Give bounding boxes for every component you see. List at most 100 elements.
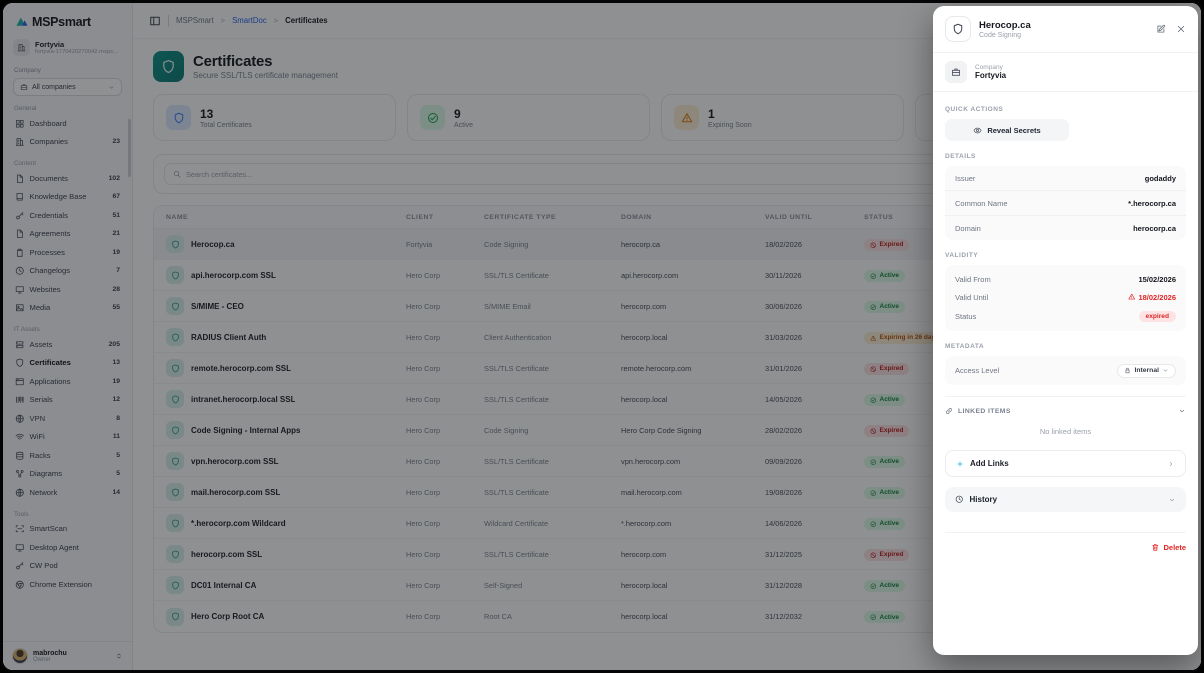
edit-icon[interactable]: [1156, 24, 1166, 34]
sidebar-item[interactable]: Agreements 21: [13, 225, 122, 244]
workspace-switcher[interactable]: Fortyvia fortyvia-1770420270042.mspsm...: [13, 37, 122, 64]
table-row[interactable]: remote.herocorp.com SSL Hero Corp SSL/TL…: [154, 353, 1180, 384]
certificate-valid-until: 28/02/2026: [765, 425, 802, 435]
stat-label: Active: [454, 121, 474, 129]
sidebar-item[interactable]: Diagrams 5: [13, 465, 122, 484]
certificate-type: Client Authentication: [484, 332, 552, 342]
sidebar-item[interactable]: VPN 8: [13, 409, 122, 428]
access-level-select[interactable]: Internal: [1117, 363, 1176, 378]
stat-value: 13: [200, 106, 214, 121]
page-title: Certificates: [193, 53, 273, 70]
column-header-valid-until[interactable]: VALID UNTIL: [765, 213, 813, 221]
close-icon[interactable]: [1176, 24, 1186, 34]
column-header-status[interactable]: STATUS: [864, 213, 894, 221]
sidebar-item[interactable]: SmartScan: [13, 520, 122, 539]
user-role: Owner: [33, 656, 51, 663]
stat-label: Expiring Soon: [708, 121, 752, 129]
certificate-valid-until: 09/09/2026: [765, 456, 802, 466]
company-select[interactable]: All companies: [13, 78, 122, 96]
sidebar-item[interactable]: Credentials 51: [13, 206, 122, 225]
certificate-icon: [166, 514, 184, 532]
status-label: Expired: [879, 365, 904, 373]
table-header-row: NAME CLIENT CERTIFICATE TYPE DOMAIN VALI…: [154, 206, 1180, 229]
certificate-icon: [945, 16, 971, 42]
sidebar-item[interactable]: Changelogs 7: [13, 262, 122, 281]
app-logo: MSPsmart: [13, 13, 122, 37]
column-header-client[interactable]: CLIENT: [406, 213, 434, 221]
sidebar-item[interactable]: Racks 5: [13, 446, 122, 465]
certificates-search-placeholder: Search certificates...: [186, 169, 253, 179]
avatar: [12, 648, 28, 664]
status-label: Active: [879, 582, 900, 590]
status-badge: Active: [864, 611, 906, 624]
sidebar-item[interactable]: WiFi 11: [13, 428, 122, 447]
table-row[interactable]: RADIUS Client Auth Hero Corp Client Auth…: [154, 322, 1180, 353]
linked-items-label: LINKED ITEMS: [958, 407, 1011, 415]
certificate-client: Hero Corp: [406, 549, 441, 559]
breadcrumb-page: Certificates: [285, 16, 328, 25]
table-row[interactable]: *.herocorp.com Wildcard Hero Corp Wildca…: [154, 508, 1180, 539]
certificate-type: Code Signing: [484, 425, 529, 435]
status-label: Active: [879, 489, 900, 497]
certificate-valid-until: 31/12/2032: [765, 612, 802, 621]
certificate-type: S/MIME Email: [484, 301, 531, 311]
breadcrumb-root[interactable]: MSPSmart: [176, 16, 214, 25]
delete-button[interactable]: Delete: [1151, 543, 1186, 552]
add-links-label: Add Links: [970, 459, 1009, 468]
breadcrumb-separator: >: [220, 16, 226, 25]
history-button[interactable]: History: [945, 487, 1186, 512]
table-row[interactable]: herocorp.com SSL Hero Corp SSL/TLS Certi…: [154, 539, 1180, 570]
table-row[interactable]: mail.herocorp.com SSL Hero Corp SSL/TLS …: [154, 477, 1180, 508]
panel-subtitle: Code Signing: [979, 31, 1022, 39]
table-row[interactable]: intranet.herocorp.local SSL Hero Corp SS…: [154, 384, 1180, 415]
sidebar-scrollbar[interactable]: [128, 119, 131, 177]
sidebar-item[interactable]: Network 14: [13, 483, 122, 502]
certificate-domain: herocorp.com: [621, 549, 667, 559]
stat-label: Total Certificates: [200, 121, 252, 129]
sidebar-item[interactable]: Assets 205: [13, 335, 122, 354]
table-row[interactable]: Code Signing - Internal Apps Hero Corp C…: [154, 415, 1180, 446]
breadcrumb-section[interactable]: SmartDoc: [232, 16, 267, 25]
column-header-domain[interactable]: DOMAIN: [621, 213, 652, 221]
certificate-valid-until: 31/03/2026: [765, 332, 802, 342]
sidebar-item[interactable]: Documents 102: [13, 169, 122, 188]
table-row[interactable]: api.herocorp.com SSL Hero Corp SSL/TLS C…: [154, 260, 1180, 291]
status-label: Active: [879, 520, 900, 528]
sidebar-item[interactable]: Chrome Extension: [13, 575, 122, 594]
certificate-icon: [166, 576, 184, 594]
sidebar-item[interactable]: Serials 12: [13, 391, 122, 410]
sidebar-item[interactable]: Companies 23: [13, 133, 122, 152]
status-badge: Expiring in 26 days: [864, 331, 945, 344]
stat-value: 9: [454, 106, 461, 121]
column-header-name[interactable]: NAME: [166, 213, 189, 221]
sidebar-item[interactable]: CW Pod: [13, 557, 122, 576]
status-badge: Expired: [864, 238, 910, 251]
status-badge: Active: [864, 579, 906, 592]
table-row[interactable]: Hero Corp Root CA Hero Corp Root CA hero…: [154, 601, 1180, 632]
detail-row: Common Name *.herocorp.ca: [945, 191, 1186, 216]
table-row[interactable]: S/MIME - CEO Hero Corp S/MIME Email hero…: [154, 291, 1180, 322]
table-row[interactable]: DC01 Internal CA Hero Corp Self-Signed h…: [154, 570, 1180, 601]
sidebar-item[interactable]: Processes 19: [13, 243, 122, 262]
status-label: Active: [879, 396, 900, 404]
certificate-valid-until: 31/12/2028: [765, 580, 802, 590]
sidebar-item[interactable]: Dashboard: [13, 114, 122, 133]
user-menu[interactable]: mabrochu Owner: [3, 641, 132, 670]
sidebar-item[interactable]: Knowledge Base 67: [13, 188, 122, 207]
column-header-type[interactable]: CERTIFICATE TYPE: [484, 213, 557, 221]
valid-until-value: 18/02/2026: [1128, 293, 1176, 302]
certificate-client: Hero Corp: [406, 332, 441, 342]
access-level-label: Access Level: [955, 366, 1000, 375]
sidebar-item[interactable]: Websites 28: [13, 280, 122, 299]
sidebar-item[interactable]: Media 55: [13, 299, 122, 318]
linked-items-header[interactable]: LINKED ITEMS: [945, 396, 1186, 415]
status-badge: Active: [864, 486, 906, 499]
access-level-row: Access Level Internal: [945, 356, 1186, 385]
sidebar-item[interactable]: Certificates 13: [13, 354, 122, 373]
status-badge: Active: [864, 455, 906, 468]
table-row[interactable]: vpn.herocorp.com SSL Hero Corp SSL/TLS C…: [154, 446, 1180, 477]
sidebar-item[interactable]: Desktop Agent: [13, 538, 122, 557]
reveal-secrets-button[interactable]: Reveal Secrets: [945, 119, 1069, 141]
add-links-button[interactable]: Add Links: [945, 450, 1186, 477]
sidebar-item[interactable]: Applications 19: [13, 372, 122, 391]
